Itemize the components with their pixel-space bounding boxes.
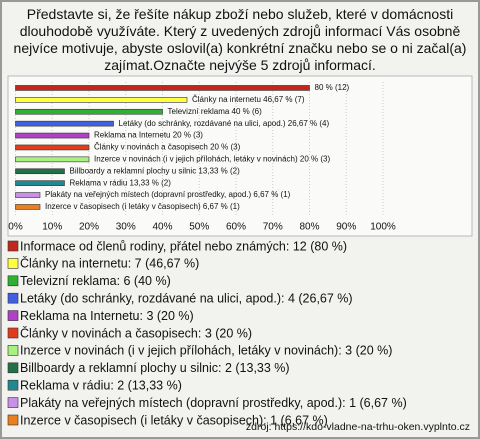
legend-swatch	[7, 310, 19, 321]
bar	[15, 97, 188, 103]
legend-swatch	[7, 292, 19, 304]
bar	[15, 168, 65, 175]
legend-label: Inzerce v novinách (i v jejich přílohách…	[20, 344, 392, 358]
bar-label: Plakáty na veřejných místech (dopravní p…	[45, 190, 291, 199]
x-tick-label: 50%	[189, 222, 209, 233]
bar	[15, 120, 114, 127]
legend-label: Reklama na Internetu: 3 (20 %)	[20, 309, 194, 323]
x-tick-label: 0%	[8, 222, 23, 233]
x-tick-label: 60%	[226, 222, 246, 233]
x-tick-label: 20%	[79, 222, 99, 233]
legend-label: Plakáty na veřejných místech (dopravní p…	[20, 396, 407, 410]
bar	[15, 132, 90, 139]
x-tick-label: 10%	[42, 222, 62, 233]
bar	[15, 108, 163, 115]
legend-swatch	[7, 240, 19, 252]
bar-label: Inzerce v časopisech (i letáky v časopis…	[45, 202, 240, 211]
x-tick-label: 90%	[336, 222, 356, 233]
plot-area	[7, 75, 473, 237]
x-tick-label: 80%	[299, 222, 319, 233]
x-tick-label: 70%	[263, 222, 283, 233]
bar-label: Články na internetu 46,67 % (7)	[192, 95, 305, 104]
source: zdroj: https://kdo-vladne-na-trhu-oken.v…	[246, 421, 470, 433]
legend-label: Články v novinách a časopisech: 3 (20 %)	[20, 325, 252, 340]
bar-label: 80 % (12)	[315, 83, 350, 92]
legend-swatch	[7, 275, 19, 287]
legend-label: Televizní reklama: 6 (40 %)	[20, 274, 171, 288]
legend-label: Billboardy a reklamní plochy u silnic: 2…	[20, 361, 290, 375]
legend-swatch	[7, 414, 19, 426]
legend-label: Reklama v rádiu: 2 (13,33 %)	[20, 378, 182, 392]
legend-swatch	[7, 379, 19, 391]
legend-label: Informace od členů rodiny, přátel nebo z…	[20, 239, 347, 253]
bar-label: Letáky (do schránky, rozdávané na ulici,…	[119, 119, 330, 128]
legend-label: Letáky (do schránky, rozdávané na ulici,…	[20, 291, 353, 305]
legend-swatch	[7, 345, 19, 356]
bar-label: Reklama na Internetu 20 % (3)	[94, 131, 203, 140]
legend-label: Inzerce v časopisech (i letáky v časopis…	[20, 413, 328, 427]
legend-swatch	[7, 327, 19, 339]
bar	[15, 156, 90, 163]
legend-label: Články na internetu: 7 (46,67 %)	[20, 256, 199, 271]
legend-swatch	[7, 397, 19, 408]
x-tick-label: 40%	[152, 222, 172, 233]
chart-title: Představte si, že řešíte nákup zboží neb…	[13, 6, 467, 73]
x-tick-label: 100%	[370, 222, 396, 233]
legend-swatch	[7, 362, 19, 374]
bar	[15, 192, 41, 198]
bar	[15, 144, 90, 151]
bar-label: Články v novinách a časopisech 20 % (3)	[94, 143, 241, 152]
bar-label: Televizní reklama 40 % (6)	[168, 107, 263, 116]
bar-label: Reklama v rádiu 13,33 % (2)	[69, 178, 171, 187]
bar-label: Inzerce v novinách (i v jejich přílohách…	[94, 154, 330, 163]
bar	[15, 204, 41, 210]
bar	[15, 180, 65, 186]
bar	[15, 85, 310, 91]
legend-swatch	[7, 258, 19, 269]
bar-label: Billboardy a reklamní plochy u silnic 13…	[69, 166, 240, 175]
x-tick-label: 30%	[116, 222, 136, 233]
